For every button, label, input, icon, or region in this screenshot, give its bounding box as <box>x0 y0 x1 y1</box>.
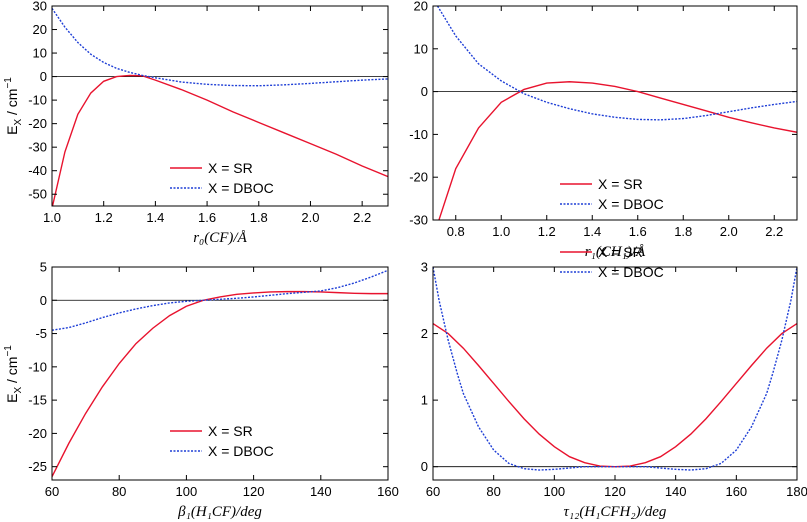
y-tick-label: 10 <box>33 46 47 61</box>
legend-label: X = SR <box>598 176 643 192</box>
x-tick-label: 160 <box>377 484 399 499</box>
y-tick-label: -20 <box>409 170 428 185</box>
legend: X = SR X = DBOC <box>170 160 274 196</box>
y-tick-label: -20 <box>28 426 47 441</box>
y-tick-label: 1 <box>421 393 428 408</box>
legend-label: X = DBOC <box>598 196 664 212</box>
y-tick-label: 20 <box>33 22 47 37</box>
y-tick-label: -50 <box>28 187 47 202</box>
x-tick-label: 60 <box>426 484 440 499</box>
panel-1: 1.0 1.2 1.4 1.6 1.8 2.0 2.2 -50 -40 -30 -20 -10 0 10 2… <box>28 0 389 246</box>
y-tick-label: 2 <box>421 326 428 341</box>
x-tick-label: 140 <box>310 484 332 499</box>
x-tick-label: 120 <box>243 484 265 499</box>
plot-frame <box>432 266 798 481</box>
x-tick-label: 1.6 <box>629 224 647 239</box>
x-tick-label: 1.8 <box>250 210 268 225</box>
y-tick-label: 0 <box>40 293 47 308</box>
plot-frame <box>51 266 389 481</box>
y-tick-label: 0 <box>421 84 428 99</box>
y-tick-label: 5 <box>40 260 47 275</box>
series-line-sr <box>52 74 388 206</box>
y-axis-label: EX / cm−1 <box>3 345 24 403</box>
legend-label: X = DBOC <box>598 264 664 280</box>
y-tick-label: 0 <box>421 459 428 474</box>
x-tick-label: 0.8 <box>447 224 465 239</box>
panel-3: 60 80 100 120 140 160 -25 -20 -15 -10 -5 0 5 β₁(H₁CF)… <box>28 260 399 521</box>
x-tick-label: 1.0 <box>492 224 510 239</box>
y-tick-label: -15 <box>28 393 47 408</box>
x-tick-label: 1.0 <box>43 210 61 225</box>
plot-frame <box>51 5 389 207</box>
y-tick-label: -40 <box>28 163 47 178</box>
x-axis-label: r₁(CH₁)/Å <box>585 244 646 260</box>
x-tick-label: 160 <box>725 484 747 499</box>
panel-2: 0.8 1.0 1.2 1.4 1.6 1.8 2.0 2.2 -30 -20 -10 0 10 20 r₁… <box>409 0 798 260</box>
x-axis-label: τ₁₂(H₁CFH₂)/deg <box>564 504 667 520</box>
y-tick-label: -30 <box>409 213 428 228</box>
panel-4: 60 80 100 120 140 160 180 0 1 2 3 τ₁₂(H₁CFH₂)/deg X … <box>421 244 807 520</box>
legend-label: X = SR <box>208 423 253 439</box>
x-tick-label: 180 <box>786 484 807 499</box>
legend: X = SR X = DBOC <box>560 244 664 280</box>
x-tick-label: 1.4 <box>146 210 164 225</box>
y-tick-label: 0 <box>40 69 47 84</box>
y-tick-label: 3 <box>421 260 428 275</box>
y-tick-label: 30 <box>33 0 47 14</box>
x-tick-label: 1.2 <box>95 210 113 225</box>
x-tick-label: 1.2 <box>538 224 556 239</box>
legend-label: X = DBOC <box>208 180 274 196</box>
x-tick-label: 1.8 <box>674 224 692 239</box>
series-line-sr <box>438 81 797 220</box>
series-line-dboc <box>52 7 388 87</box>
y-tick-label: -10 <box>409 127 428 142</box>
x-tick-label: 100 <box>176 484 198 499</box>
legend: X = SR X = DBOC <box>560 176 664 212</box>
series-line-dboc <box>433 267 797 471</box>
x-tick-label: 2.2 <box>353 210 371 225</box>
y-tick-label: -10 <box>28 93 47 108</box>
x-tick-label: 1.6 <box>198 210 216 225</box>
y-tick-label: -20 <box>28 116 47 131</box>
y-axis-label: EX / cm−1 <box>3 77 24 135</box>
y-tick-label: 10 <box>414 41 428 56</box>
x-tick-label: 1.4 <box>583 224 601 239</box>
series-line-sr <box>52 290 388 477</box>
plot-frame <box>432 5 798 221</box>
series-line-dboc <box>436 6 797 121</box>
series-line-dboc <box>52 269 388 331</box>
x-tick-label: 80 <box>486 484 500 499</box>
y-tick-label: -5 <box>35 326 47 341</box>
x-tick-label: 2.2 <box>765 224 783 239</box>
x-tick-label: 140 <box>665 484 687 499</box>
x-tick-label: 2.0 <box>301 210 319 225</box>
x-tick-label: 100 <box>543 484 565 499</box>
legend: X = SR X = DBOC <box>170 423 274 459</box>
y-tick-label: -10 <box>28 359 47 374</box>
x-axis-label: β₁(H₁CF)/deg <box>177 504 262 520</box>
y-tick-label: -30 <box>28 140 47 155</box>
x-axis-label: r₀(CF)/Å <box>193 230 247 246</box>
legend-label: X = SR <box>208 160 253 176</box>
x-tick-label: 80 <box>112 484 126 499</box>
x-tick-label: 120 <box>604 484 626 499</box>
y-tick-label: 20 <box>414 0 428 14</box>
x-tick-label: 2.0 <box>720 224 738 239</box>
legend-label: X = DBOC <box>208 443 274 459</box>
legend-label: X = SR <box>598 244 643 260</box>
y-tick-label: -25 <box>28 459 47 474</box>
x-tick-label: 60 <box>45 484 59 499</box>
series-line-sr <box>433 322 797 468</box>
